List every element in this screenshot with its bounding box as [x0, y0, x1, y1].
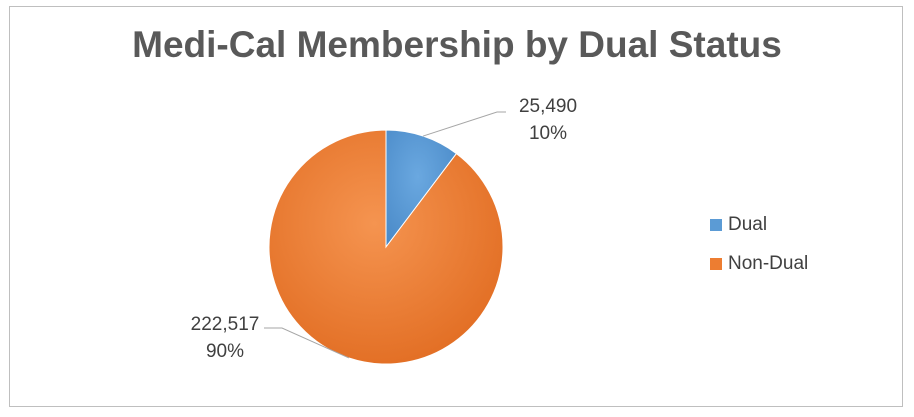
legend-swatch-non-dual — [710, 258, 722, 270]
data-label-value-non-dual: 222,517 — [191, 314, 260, 335]
pie-slice-non-dual — [268, 129, 504, 365]
legend: Dual Non-Dual — [710, 210, 808, 288]
legend-label-dual: Dual — [728, 214, 768, 235]
leader-line-dual — [422, 111, 506, 137]
legend-swatch-dual — [710, 219, 722, 231]
legend-item-non-dual: Non-Dual — [710, 249, 808, 279]
leader-line-non-dual — [264, 327, 350, 359]
data-label-value-dual: 25,490 — [519, 96, 577, 117]
pie-slice-dual — [385, 129, 458, 249]
legend-item-dual: Dual — [710, 210, 808, 240]
legend-label-non-dual: Non-Dual — [728, 253, 809, 274]
data-label-percent-dual: 10% — [529, 123, 567, 144]
chart-title: Medi-Cal Membership by Dual Status — [132, 24, 782, 65]
data-label-percent-non-dual: 90% — [206, 341, 244, 362]
